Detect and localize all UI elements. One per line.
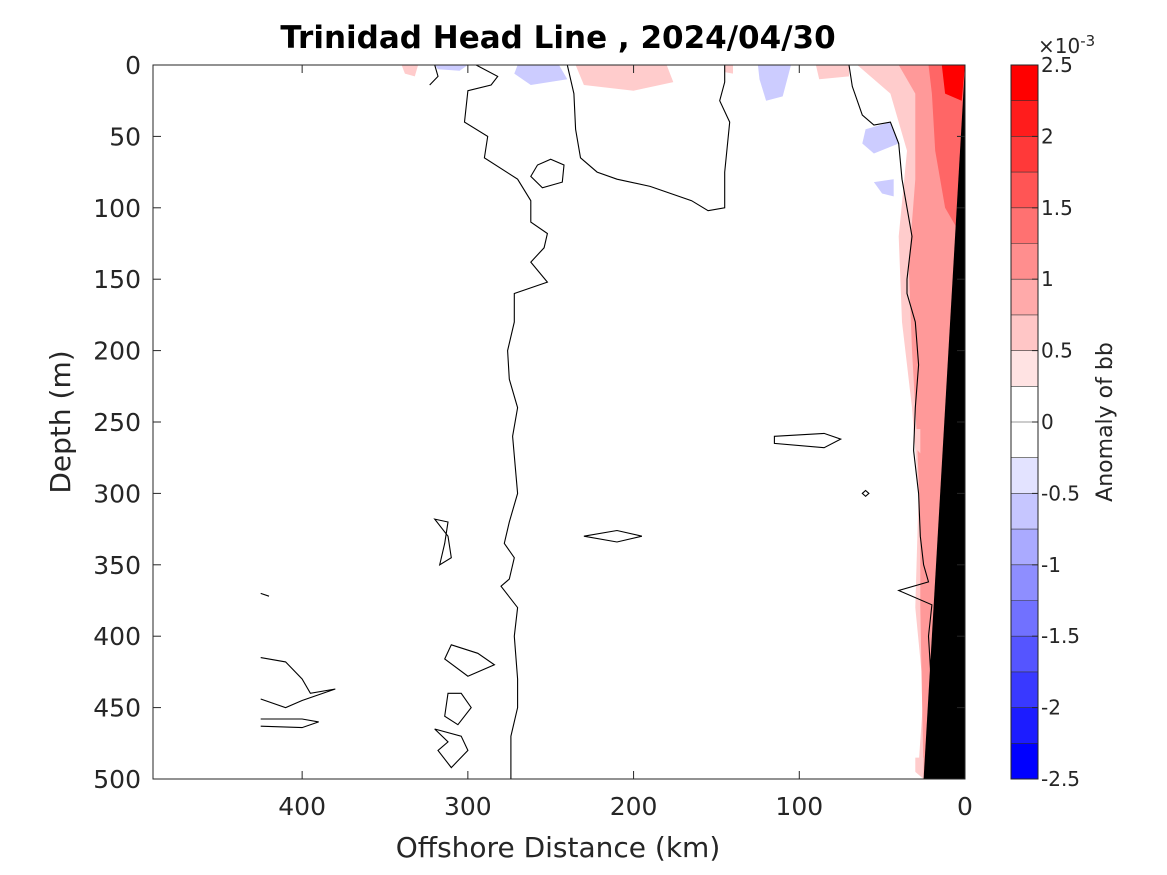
colorbar-tick-label: -1.5 [1041,624,1080,648]
plot-background [153,65,965,779]
colorbar-band [1011,707,1038,744]
zero-contour-line [463,65,549,779]
y-tick-label: 200 [93,337,141,366]
bathymetry [923,65,965,779]
positive-anomaly-region [915,757,924,779]
colorbar-band [1011,529,1038,566]
zero-contour-line [444,644,496,677]
colorbar-band [1011,671,1038,709]
colorbar-band [1011,279,1038,316]
colorbar-tick-label: 0.5 [1041,339,1073,363]
y-tick-label: 500 [93,765,141,794]
zero-contour-line [434,728,469,769]
zero-contour-line [773,432,843,449]
negative-anomaly-region [434,65,468,71]
colorbar-band [1011,243,1038,280]
negative-anomaly-region [757,65,791,101]
colorbar: 2.5 2 1.5 1 0.5 0 -0.5 -1 -1.5 -2 -2.5 [1010,53,1080,791]
colorbar-tick-label: -2.5 [1041,767,1080,791]
x-axis: 400 300 200 100 0 [278,65,973,821]
x-tick-label: 200 [610,792,658,821]
x-tick-label: 0 [957,792,973,821]
colorbar-band [1011,65,1038,102]
colorbar-tick-label: 2 [1041,124,1054,148]
colorbar-tick-label: -1 [1041,553,1061,577]
colorbar-label: Anomaly of bb [1093,342,1118,502]
zero-contour-line [433,518,452,566]
colorbar-tick-label: -0.5 [1041,481,1080,505]
x-tick-label: 300 [444,792,492,821]
y-tick-label: 450 [93,694,141,723]
positive-anomaly-region [913,429,921,454]
negative-anomaly-region [862,122,899,154]
zero-contour-line [429,65,439,86]
positive-anomaly-region [928,65,965,237]
chart-title: Trinidad Head Line , 2024/04/30 [280,20,835,56]
y-tick-label: 350 [93,551,141,580]
zero-contour-line [260,718,319,729]
x-tick-label: 400 [278,792,326,821]
plot-area [152,64,966,780]
colorbar-band [1011,172,1038,209]
y-tick-label: 300 [93,479,141,508]
colorbar-band [1011,100,1038,137]
seafloor-wedge [923,65,965,779]
positive-anomaly-region [941,65,965,101]
y-tick-label: 50 [109,122,141,151]
colorbar-band [1011,422,1038,459]
zero-contour-line [583,529,643,543]
zero-contour-line [861,489,870,498]
x-axis-label: Offshore Distance (km) [396,831,721,864]
colorbar-band [1011,350,1038,387]
zero-contour-line [566,65,731,212]
y-tick-label: 100 [93,194,141,223]
zero-contours [260,65,933,779]
zero-contour-line [848,65,933,779]
y-axis-label: Depth (m) [44,350,77,493]
y-axis: 0 50 100 150 200 250 300 350 400 450 500 [93,51,965,794]
colorbar-band [1011,493,1038,530]
colorbar-band [1011,743,1038,780]
zero-contour-line [444,692,472,726]
y-tick-label: 150 [93,265,141,294]
colorbar-band [1011,564,1038,601]
negative-anomaly-region [514,65,568,85]
y-tick-label: 0 [125,51,141,80]
zero-contour-line [530,158,565,189]
positive-anomaly-region [575,65,674,91]
colorbar-band [1011,207,1038,244]
zero-contour-line [260,657,336,709]
colorbar-tick-label: 1 [1041,267,1054,291]
colorbar-band [1011,457,1038,494]
colorbar-band [1011,386,1038,423]
colorbar-band [1011,600,1038,637]
colorbar-exponent: ×10-3 [1038,32,1095,58]
zero-contour-line [260,592,270,597]
colorbar-tick-label: 2.5 [1041,53,1073,77]
colorbar-band [1011,636,1038,673]
y-tick-label: 250 [93,408,141,437]
y-tick-label: 400 [93,622,141,651]
positive-anomaly-region [815,65,849,80]
colorbar-tick-label: -2 [1041,696,1061,720]
colorbar-band [1011,314,1038,352]
colorbar-tick-label: 1.5 [1041,196,1073,220]
colorbar-tick-label: 0 [1041,410,1054,434]
colorbar-band [1011,136,1038,173]
positive-anomaly-region [401,65,419,77]
positive-anomaly-region [724,65,733,74]
negative-anomaly-region [873,179,894,197]
x-tick-label: 100 [775,792,823,821]
